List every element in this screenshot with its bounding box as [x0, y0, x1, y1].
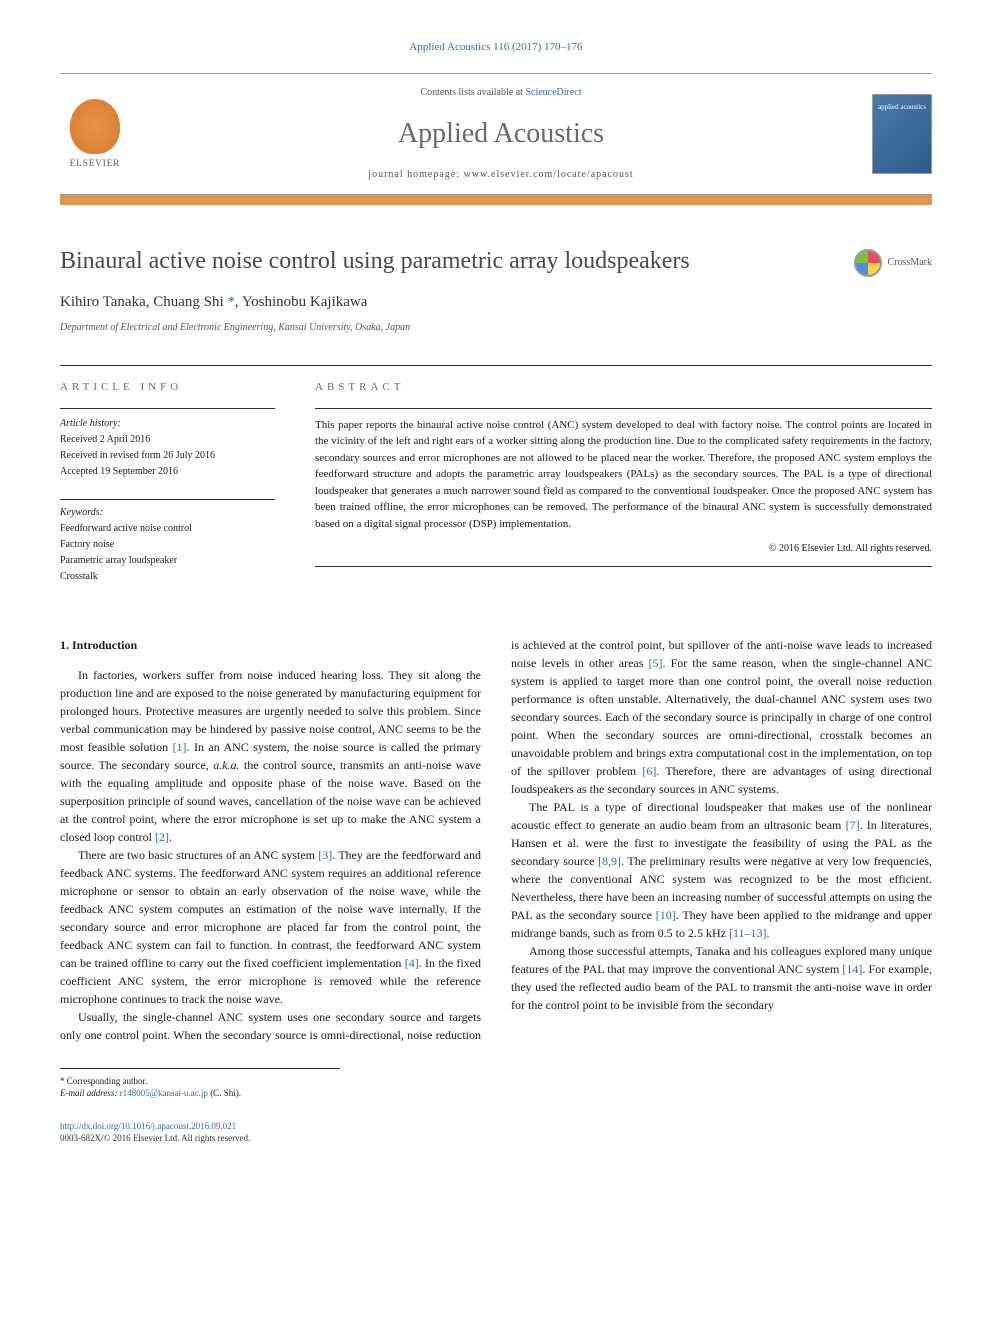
- history-label: Article history:: [60, 417, 275, 431]
- para-5: Among those successful attempts, Tanaka …: [511, 942, 932, 1014]
- homepage-url[interactable]: www.elsevier.com/locate/apacoust: [464, 169, 634, 180]
- ref-5[interactable]: [5]: [649, 656, 663, 670]
- cover-label: applied acoustics: [878, 103, 926, 113]
- elsevier-label: ELSEVIER: [70, 157, 121, 170]
- article-info-column: article info Article history: Received 2…: [60, 380, 275, 585]
- abstract-rule-bottom: [315, 566, 932, 567]
- ref-3[interactable]: [3]: [318, 848, 332, 862]
- intro-heading: 1. Introduction: [60, 636, 481, 654]
- authors-rest: , Yoshinobu Kajikawa: [235, 294, 368, 310]
- article-title: Binaural active noise control using para…: [60, 245, 854, 279]
- abstract-column: abstract This paper reports the binaural…: [315, 380, 932, 585]
- issn-line: 0003-682X/© 2016 Elsevier Ltd. All right…: [60, 1132, 932, 1145]
- crossmark-badge[interactable]: CrossMark: [854, 249, 932, 277]
- journal-name: Applied Acoustics: [150, 114, 852, 153]
- ref-8-9[interactable]: [8,9]: [598, 854, 621, 868]
- journal-homepage: journal homepage: www.elsevier.com/locat…: [150, 168, 852, 182]
- email-label: E-mail address:: [60, 1088, 120, 1098]
- keywords-label: Keywords:: [60, 506, 275, 520]
- ref-14[interactable]: [14]: [842, 962, 862, 976]
- info-abstract-row: article info Article history: Received 2…: [60, 380, 932, 585]
- ref-11-13[interactable]: [11–13]: [729, 926, 767, 940]
- contents-available: Contents lists available at ScienceDirec…: [150, 86, 852, 100]
- ref-2[interactable]: [2]: [155, 830, 169, 844]
- keywords-rule: [60, 499, 275, 500]
- body-two-column: 1. Introduction In factories, workers su…: [60, 636, 932, 1044]
- contents-prefix: Contents lists available at: [420, 87, 525, 98]
- keyword-2: Factory noise: [60, 538, 275, 552]
- ref-4[interactable]: [4]: [405, 956, 419, 970]
- email-address[interactable]: r148005@kansai-u.ac.jp: [120, 1088, 208, 1098]
- keyword-3: Parametric array loudspeaker: [60, 554, 275, 568]
- keyword-1: Feedforward active noise control: [60, 522, 275, 536]
- sciencedirect-link[interactable]: ScienceDirect: [525, 87, 581, 98]
- journal-cover-thumb[interactable]: applied acoustics: [872, 94, 932, 174]
- para-4: The PAL is a type of directional loudspe…: [511, 798, 932, 942]
- ref-10[interactable]: [10]: [656, 908, 676, 922]
- copyright-line: © 2016 Elsevier Ltd. All rights reserved…: [315, 542, 932, 556]
- corr-author-note: * Corresponding author.: [60, 1075, 340, 1088]
- ref-7[interactable]: [7]: [846, 818, 860, 832]
- aka: a.k.a.: [213, 758, 239, 772]
- email-name: (C. Shi).: [208, 1088, 241, 1098]
- doi-link[interactable]: http://dx.doi.org/10.1016/j.apacoust.201…: [60, 1120, 932, 1133]
- crossmark-label: CrossMark: [888, 256, 932, 270]
- crossmark-icon: [854, 249, 882, 277]
- section-divider: [60, 365, 932, 366]
- abstract-heading: abstract: [315, 380, 932, 395]
- orange-divider-bar: [60, 195, 932, 205]
- keyword-4: Crosstalk: [60, 570, 275, 584]
- corresponding-author-footer: * Corresponding author. E-mail address: …: [60, 1068, 340, 1100]
- ref-6[interactable]: [6]: [642, 764, 656, 778]
- authors-text: Kihiro Tanaka, Chuang Shi: [60, 294, 224, 310]
- elsevier-tree-icon: [70, 99, 120, 154]
- received-date: Received 2 April 2016: [60, 433, 275, 447]
- page-container: Applied Acoustics 116 (2017) 170–176 ELS…: [0, 0, 992, 1185]
- elsevier-logo[interactable]: ELSEVIER: [60, 94, 130, 174]
- homepage-prefix: journal homepage:: [368, 169, 463, 180]
- title-section: Binaural active noise control using para…: [60, 245, 932, 336]
- authors-line: Kihiro Tanaka, Chuang Shi *, Yoshinobu K…: [60, 292, 854, 313]
- abstract-rule-top: [315, 408, 932, 409]
- article-info-heading: article info: [60, 380, 275, 395]
- affiliation: Department of Electrical and Electronic …: [60, 321, 854, 335]
- ref-1[interactable]: [1]: [173, 740, 187, 754]
- info-rule: [60, 408, 275, 409]
- abstract-text: This paper reports the binaural active n…: [315, 417, 932, 533]
- journal-citation: Applied Acoustics 116 (2017) 170–176: [60, 40, 932, 55]
- header-band: ELSEVIER Contents lists available at Sci…: [60, 73, 932, 194]
- doi-block: http://dx.doi.org/10.1016/j.apacoust.201…: [60, 1120, 932, 1145]
- header-center: Contents lists available at ScienceDirec…: [150, 86, 852, 181]
- corresponding-mark: *: [224, 294, 235, 310]
- para-2: There are two basic structures of an ANC…: [60, 846, 481, 1008]
- para-1: In factories, workers suffer from noise …: [60, 666, 481, 846]
- email-line: E-mail address: r148005@kansai-u.ac.jp (…: [60, 1087, 340, 1100]
- revised-date: Received in revised form 26 July 2016: [60, 449, 275, 463]
- accepted-date: Accepted 19 September 2016: [60, 465, 275, 479]
